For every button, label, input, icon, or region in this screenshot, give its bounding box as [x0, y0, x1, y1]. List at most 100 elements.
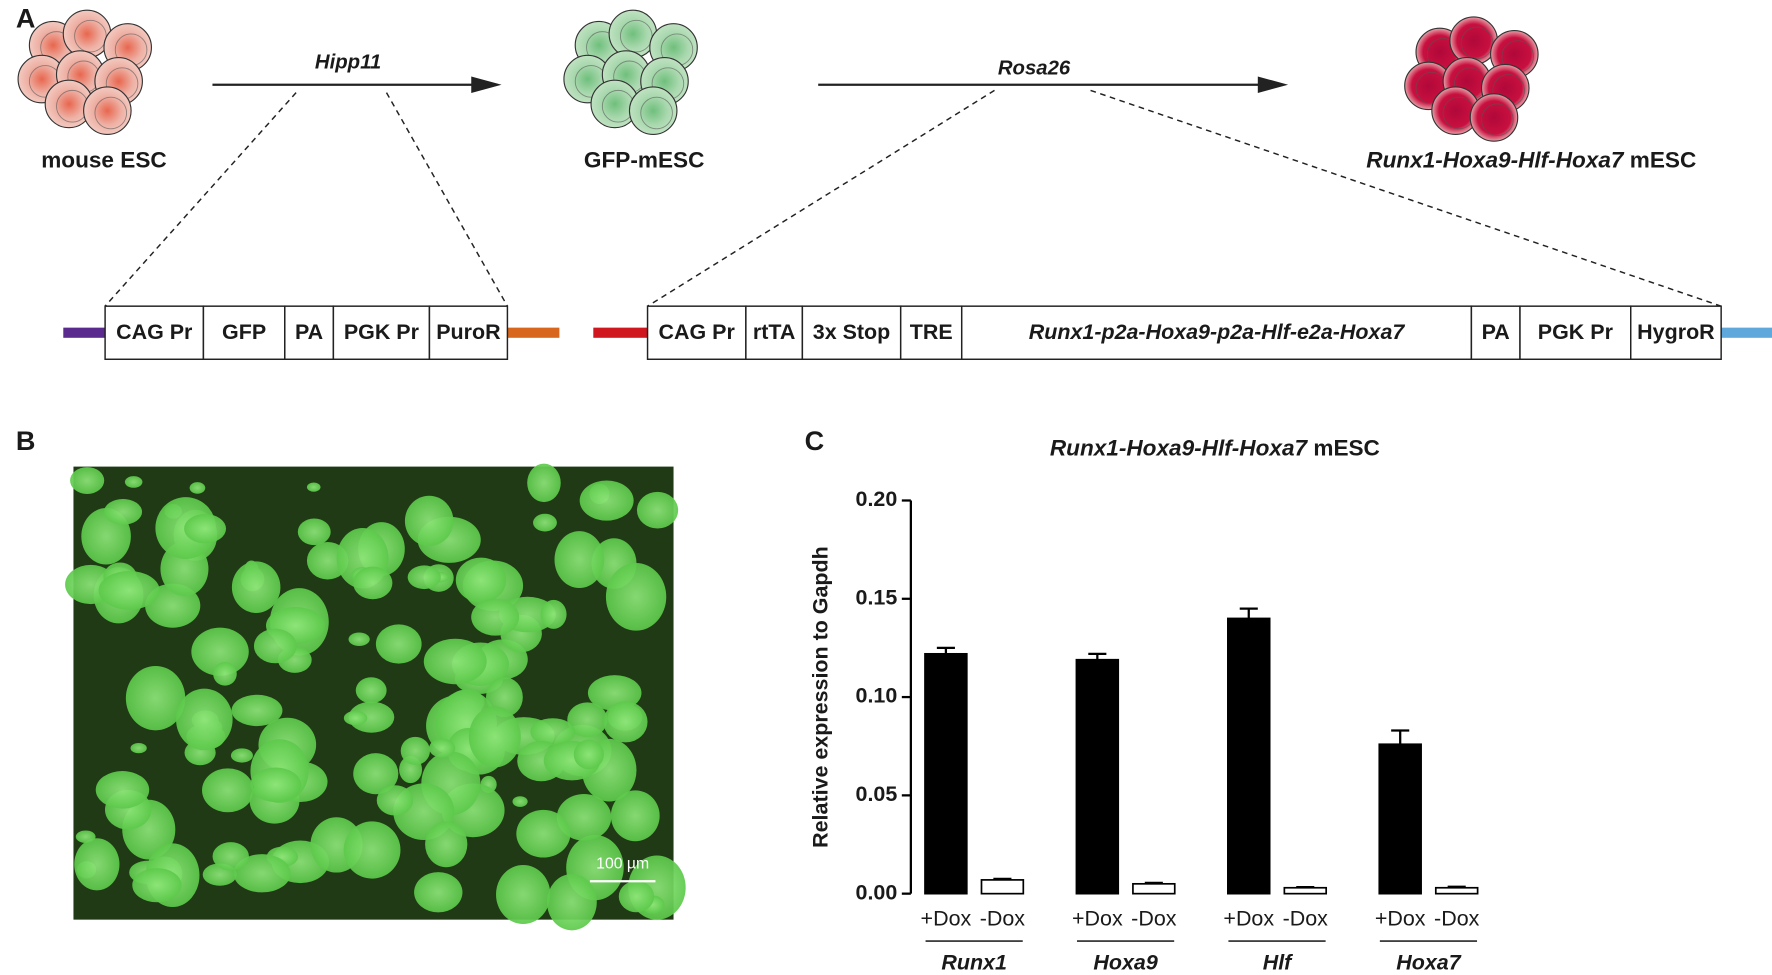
bar: [1378, 743, 1422, 895]
micrograph-cell: [230, 748, 253, 763]
micrograph-cell: [530, 718, 576, 746]
micrograph-cell: [130, 742, 147, 754]
micrograph-cell: [546, 874, 597, 931]
construct-label: TRE: [910, 320, 953, 344]
chart-title-italic: Runx1-Hoxa9-Hlf-Hoxa7: [1050, 436, 1309, 461]
micrograph-cell: [189, 482, 206, 494]
micrograph-cell: [414, 872, 463, 913]
construct-box: [899, 305, 963, 361]
construct-label: Runx1-p2a-Hoxa9-p2a-Hlf-e2a-Hoxa7: [1029, 320, 1406, 344]
arrows: [212, 76, 1289, 93]
micrograph-cell: [605, 562, 667, 631]
micrograph-cell: [306, 482, 321, 492]
micrograph-cell: [297, 518, 331, 546]
micrograph-cell: [533, 513, 557, 532]
x-tick-label: -Dox: [1283, 906, 1329, 930]
cell-label: Runx1-Hoxa9-Hlf-Hoxa7 mESC: [1366, 148, 1696, 173]
micrograph-cell: [516, 809, 571, 858]
micrograph-cell: [353, 753, 399, 795]
micrograph-cell: [231, 694, 283, 727]
bar: [924, 652, 968, 895]
dashed-guides: [104, 89, 1722, 307]
cell: [83, 86, 132, 136]
micrograph-cell: [253, 628, 297, 664]
cell: [1469, 93, 1519, 142]
bar: [1227, 617, 1271, 895]
locus-label: Rosa26: [998, 57, 1071, 79]
micrograph-cell: [423, 638, 487, 685]
construct-label: PA: [295, 320, 323, 344]
cell-label-rest: mESC: [1630, 148, 1697, 173]
locus-label: Hipp11: [315, 52, 381, 74]
flank: [593, 327, 648, 338]
y-axis-label: Relative expression to Gapdh: [808, 546, 832, 848]
micrograph-cell: [75, 830, 96, 843]
micrograph-cell: [132, 868, 182, 903]
micrograph-cell: [429, 738, 456, 758]
micrograph-cell: [231, 561, 281, 613]
flank: [507, 327, 560, 338]
y-tick-label: 0.20: [856, 487, 898, 511]
micrograph-cell: [124, 476, 143, 488]
micrograph-cell: [404, 495, 454, 547]
micrograph-cell: [95, 771, 150, 809]
cell-label: GFP-mESC: [584, 148, 704, 173]
group-label: Runx1: [941, 950, 1007, 974]
micrograph-cell: [407, 565, 441, 590]
bar: [1132, 882, 1176, 895]
micrograph-cell: [468, 706, 521, 768]
micrograph-cell: [425, 821, 468, 868]
micrograph-cell: [343, 710, 368, 726]
micrograph-cell: [250, 767, 302, 803]
x-tick-label: -Dox: [1131, 906, 1177, 930]
cell-nucleus: [1481, 103, 1514, 137]
construct-label: CAG Pr: [116, 320, 193, 344]
construct-label: 3x Stop: [813, 320, 891, 344]
micrograph-cell: [556, 794, 612, 841]
micrograph-cell: [527, 463, 561, 503]
chart-title-rest: mESC: [1313, 436, 1380, 461]
chart-title: Runx1-Hoxa9-Hlf-Hoxa7 mESC: [1050, 436, 1380, 461]
panel-label: B: [16, 425, 36, 456]
bar: [1434, 886, 1479, 895]
cell-label: mouse ESC: [41, 148, 167, 173]
micrograph-cell: [512, 796, 528, 807]
micrograph-cell: [603, 701, 648, 743]
micrograph-cell: [554, 531, 605, 589]
micrograph-cell: [573, 739, 604, 770]
construct-box: [284, 305, 335, 361]
x-tick-label: -Dox: [980, 906, 1026, 930]
construct-label: PGK Pr: [1538, 320, 1614, 344]
construct-box: [1630, 305, 1722, 361]
cell-nucleus: [640, 96, 673, 130]
micrograph-cell: [103, 499, 143, 525]
micrograph-cell: [343, 821, 401, 879]
construct-label: PA: [1482, 320, 1510, 344]
cell-label-italic: Runx1-Hoxa9-Hlf-Hoxa7: [1366, 148, 1625, 173]
micrograph-cell: [471, 598, 520, 636]
micrograph-cell: [540, 599, 567, 629]
guide: [385, 92, 509, 307]
construct-box: [332, 305, 431, 361]
micrograph-cell: [125, 665, 186, 731]
flank: [63, 327, 106, 338]
micrograph-cell: [202, 768, 254, 813]
construct-label: PGK Pr: [344, 320, 420, 344]
group-label: Hlf: [1263, 950, 1293, 974]
micrograph-cell: [70, 467, 105, 494]
construct-box: [202, 305, 286, 361]
x-tick-label: +Dox: [921, 906, 972, 930]
micrograph-cell: [355, 677, 387, 704]
micrograph-cell: [496, 864, 551, 925]
micrograph-cell: [98, 571, 160, 610]
flank: [1721, 327, 1772, 338]
y-tick-label: 0.15: [856, 585, 898, 609]
micrograph-cell: [212, 842, 249, 871]
micrograph-cell: [353, 566, 393, 600]
y-tick-label: 0.05: [856, 782, 898, 806]
x-tick-label: +Dox: [1223, 906, 1274, 930]
micrograph-cell: [400, 736, 431, 765]
micrograph-cell: [455, 557, 507, 603]
bar: [1283, 886, 1328, 895]
